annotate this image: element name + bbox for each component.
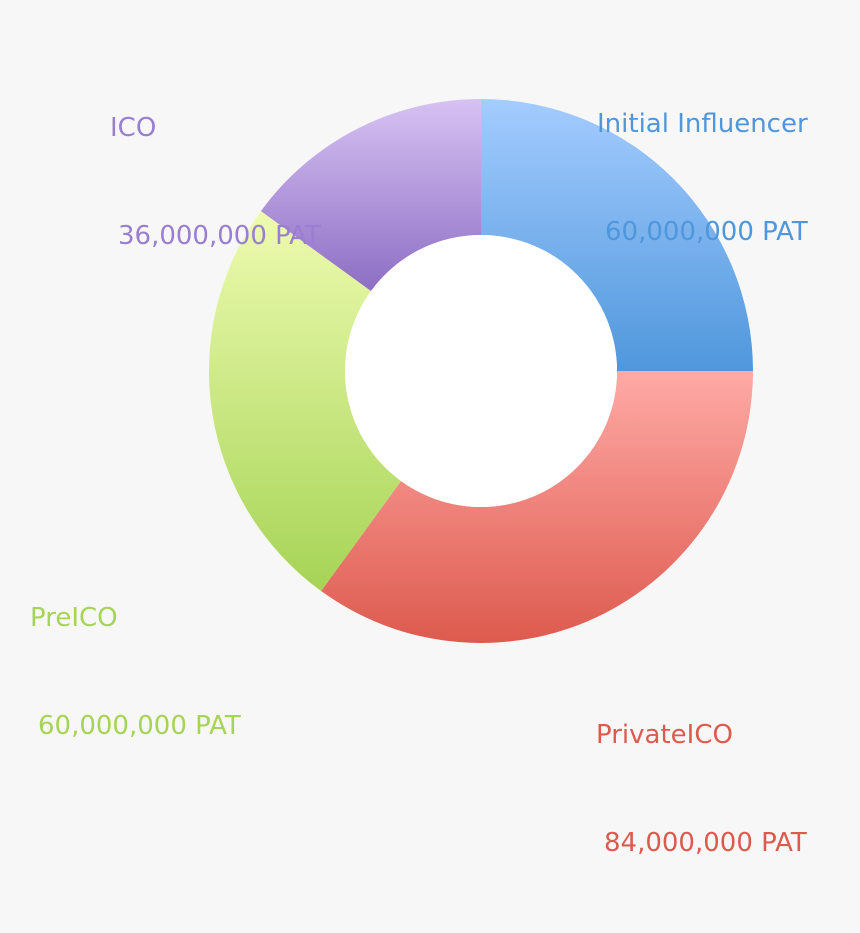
donut-hole <box>345 235 617 507</box>
slice-value: 60,000,000 PAT <box>605 217 808 247</box>
slice-label-ico: ICO 36,000,000 PAT <box>110 38 321 326</box>
slice-ico <box>260 99 481 292</box>
slice-value: 36,000,000 PAT <box>118 221 321 251</box>
slice-initial-influencer <box>481 99 753 371</box>
slice-value: 84,000,000 PAT <box>604 828 807 858</box>
slice-name: PreICO <box>30 603 118 633</box>
chart-stage: Initial Influencer 60,000,000 PAT Privat… <box>30 34 808 858</box>
donut-chart <box>209 99 753 643</box>
slice-privateico <box>321 371 753 643</box>
slice-name: PrivateICO <box>596 720 733 750</box>
slice-value: 60,000,000 PAT <box>38 711 241 741</box>
slice-preico <box>209 211 402 592</box>
slice-label-initial-influencer: Initial Influencer 60,000,000 PAT <box>597 34 808 322</box>
slice-label-private-ico: PrivateICO 84,000,000 PAT <box>596 645 807 933</box>
slice-name: ICO <box>110 113 157 143</box>
slice-label-pre-ico: PreICO 60,000,000 PAT <box>30 528 241 816</box>
slice-name: Initial Influencer <box>597 109 808 139</box>
